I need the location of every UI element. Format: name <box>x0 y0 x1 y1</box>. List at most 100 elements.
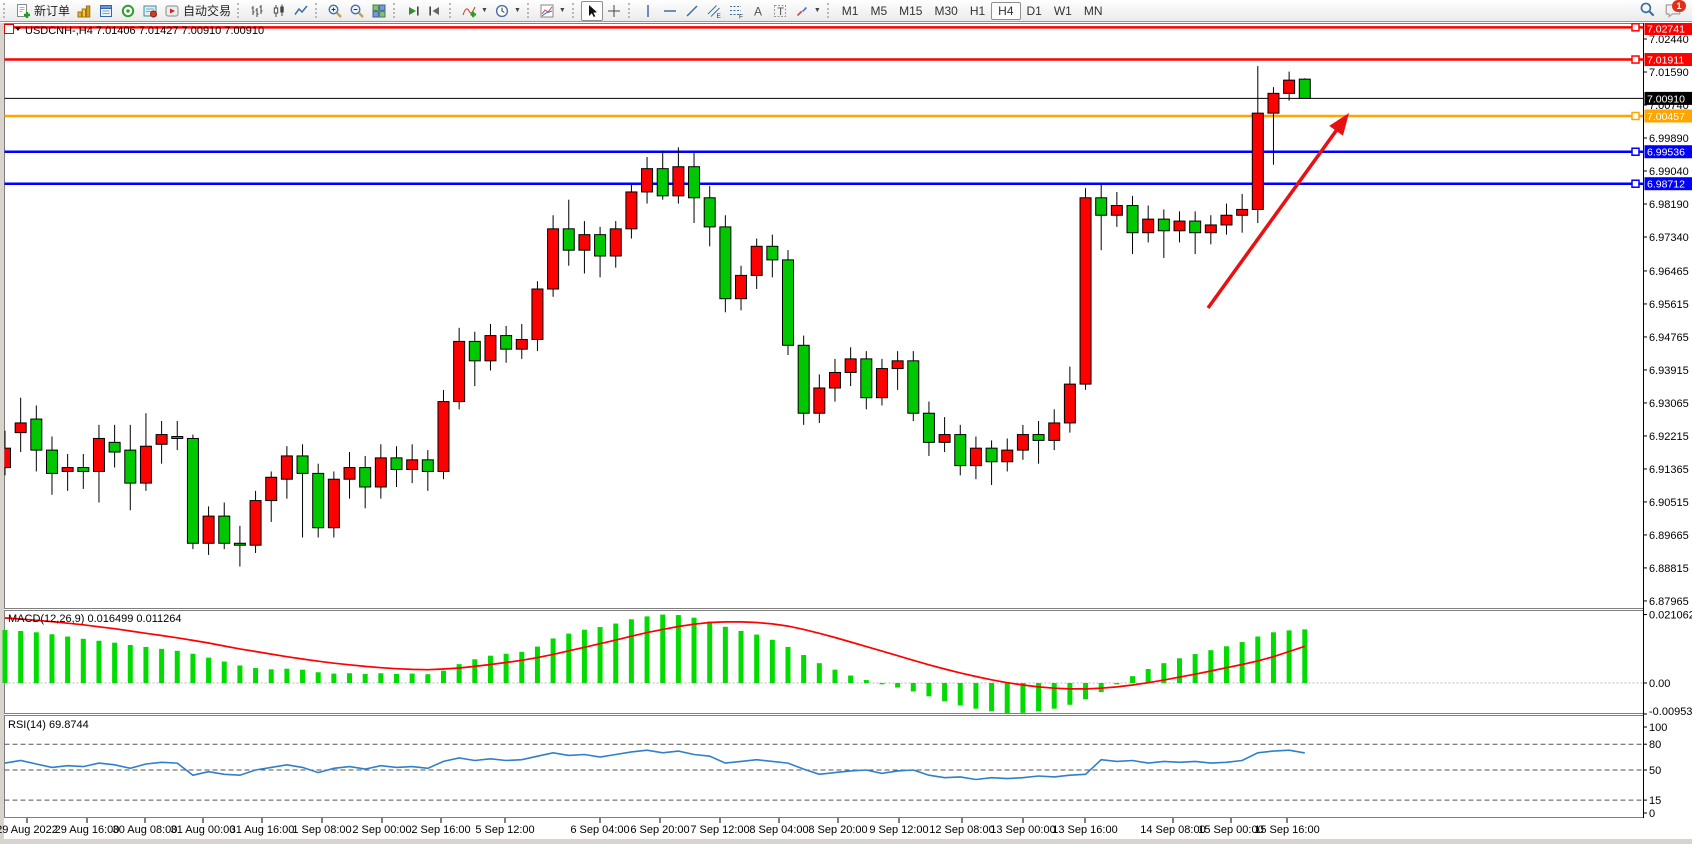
navigator-button[interactable] <box>117 1 139 21</box>
line-handle[interactable] <box>1631 179 1640 188</box>
autotrading-icon <box>164 3 180 19</box>
candle-body <box>735 274 748 300</box>
svg-text:E: E <box>716 13 721 19</box>
chevron-down-icon: ▼ <box>481 7 488 14</box>
data-window-button[interactable] <box>95 1 117 21</box>
tab-timeframe-m30[interactable]: M30 <box>934 3 958 18</box>
line-handle[interactable] <box>1631 147 1640 156</box>
macd-bar <box>1004 683 1010 714</box>
macd-bar <box>863 680 869 683</box>
horizontal-line-button[interactable] <box>659 1 681 21</box>
one-click-trading-toggle[interactable] <box>4 24 14 34</box>
tab-timeframe-m15[interactable]: M15 <box>899 3 923 18</box>
arrows-button[interactable]: ▼ <box>791 1 824 21</box>
tab-timeframe-mn[interactable]: MN <box>1083 3 1103 18</box>
line-handle[interactable] <box>1631 23 1640 32</box>
trend-arrow-annotation[interactable] <box>1206 108 1356 310</box>
macd-bar <box>973 683 979 709</box>
candle-body <box>547 228 560 290</box>
candle-body <box>1173 220 1186 232</box>
market-watch-button[interactable] <box>73 1 95 21</box>
candle-body <box>1283 79 1296 94</box>
line-chart-button[interactable] <box>290 1 312 21</box>
price-badge-label: 7.02741 <box>1647 24 1685 36</box>
trendline-button[interactable] <box>681 1 703 21</box>
candle-body <box>703 197 716 228</box>
candle-body <box>531 288 544 340</box>
line-handle[interactable] <box>1631 111 1640 121</box>
time-label: 15 Sep 16:00 <box>1254 824 1319 836</box>
chart-area[interactable]: 7.024407.015907.007406.998906.990406.981… <box>0 23 1692 844</box>
tab-timeframe-h4[interactable]: H4 <box>991 1 1021 20</box>
macd-bar <box>487 655 493 683</box>
time-label: 8 Sep 04:00 <box>749 824 808 836</box>
auto-scroll-button[interactable] <box>402 1 424 21</box>
macd-bar <box>707 621 713 683</box>
fibonacci-button[interactable]: F <box>725 1 747 21</box>
bar-chart-button[interactable] <box>246 1 268 21</box>
macd-bar <box>581 629 587 683</box>
macd-bar <box>331 673 337 683</box>
time-label: 15 Sep 00:00 <box>1198 824 1263 836</box>
crosshair-button[interactable] <box>603 1 625 21</box>
vertical-line-button[interactable] <box>637 1 659 21</box>
bar-chart-icon <box>249 3 265 19</box>
indicators-button[interactable]: ▼ <box>458 1 491 21</box>
time-label: 29 Aug 2022 <box>0 824 58 836</box>
autotrading-button[interactable]: 自动交易 <box>161 1 234 21</box>
zoom-in-button[interactable] <box>324 1 346 21</box>
macd-bar <box>1255 636 1261 683</box>
fibonacci-icon: F <box>728 3 744 19</box>
candle-body <box>1063 383 1076 424</box>
arrow-shaft <box>1206 122 1343 310</box>
chart-shift-button[interactable] <box>424 1 446 21</box>
terminal-icon <box>142 3 158 19</box>
candle-body <box>453 340 466 403</box>
macd-bar <box>1051 683 1057 709</box>
price-tick-label: 6.97340 <box>1649 232 1689 244</box>
svg-text:F: F <box>739 13 743 19</box>
macd-bar <box>190 653 196 683</box>
channel-button[interactable]: E <box>703 1 725 21</box>
candle-body <box>421 459 434 472</box>
line-handle[interactable] <box>1631 55 1640 64</box>
chart-shift-icon <box>427 3 443 19</box>
time-label: 9 Sep 12:00 <box>869 824 928 836</box>
text-button[interactable]: A <box>747 1 769 21</box>
candle-body <box>938 434 951 443</box>
text-label-button[interactable]: T <box>769 1 791 21</box>
price-badge <box>1644 177 1692 191</box>
chart-profile-button[interactable]: ▼ <box>536 1 569 21</box>
auto-scroll-icon <box>405 3 421 19</box>
chevron-down-icon: ▼ <box>558 7 566 14</box>
tab-timeframe-m5[interactable]: M5 <box>870 3 888 18</box>
zoom-out-button[interactable] <box>346 1 368 21</box>
candle-body <box>1267 92 1280 114</box>
candle-body <box>171 436 184 439</box>
chevron-down-icon <box>15 27 21 31</box>
macd-bar <box>675 615 681 683</box>
price-tick-label: 6.89665 <box>1649 530 1689 542</box>
tile-windows-button[interactable] <box>368 1 390 21</box>
macd-bar <box>942 683 948 702</box>
search-icon[interactable] <box>1639 1 1656 21</box>
cursor-button[interactable] <box>580 0 603 21</box>
macd-bar <box>1114 683 1120 685</box>
tab-timeframe-m1[interactable]: M1 <box>841 3 859 18</box>
arrow-head <box>1329 113 1349 136</box>
chat-button[interactable]: 1 <box>1664 0 1686 20</box>
macd-bar <box>597 627 603 683</box>
candle-body <box>891 360 904 370</box>
text-icon: A <box>750 3 766 19</box>
candle-body <box>374 457 387 488</box>
tab-timeframe-d1[interactable]: D1 <box>1026 3 1042 18</box>
navigator-icon <box>120 3 136 19</box>
tab-timeframe-h1[interactable]: H1 <box>969 3 986 18</box>
terminal-button[interactable] <box>139 1 161 21</box>
tab-timeframe-w1[interactable]: W1 <box>1053 3 1072 18</box>
time-label: 31 Aug 00:00 <box>171 824 236 836</box>
period-clock-button[interactable]: ▼ <box>491 1 524 21</box>
candlestick-chart-button[interactable] <box>268 1 290 21</box>
new-order-button[interactable]: 新订单 <box>12 1 73 21</box>
